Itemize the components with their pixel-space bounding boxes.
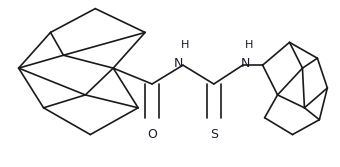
- Text: S: S: [210, 128, 218, 141]
- Text: N: N: [241, 57, 250, 70]
- Text: H: H: [181, 40, 189, 50]
- Text: H: H: [245, 40, 254, 50]
- Text: N: N: [174, 57, 183, 70]
- Text: O: O: [147, 128, 157, 141]
